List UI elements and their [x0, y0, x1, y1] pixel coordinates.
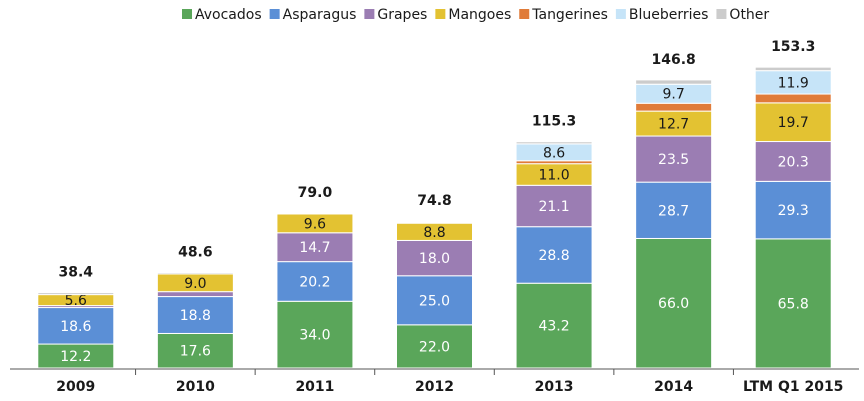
value-label: 12.7 — [658, 117, 689, 133]
value-label: 25.0 — [419, 293, 450, 309]
value-label: 8.8 — [423, 225, 445, 241]
legend-swatch — [716, 9, 727, 19]
value-label: 8.6 — [543, 145, 565, 161]
bar-segment — [635, 237, 713, 369]
total-label: 153.3 — [771, 39, 815, 55]
legend-swatch — [269, 9, 280, 19]
value-label: 20.2 — [299, 274, 330, 290]
bar-segment — [635, 181, 713, 239]
bar-segment — [754, 102, 832, 143]
bar-segment — [276, 261, 354, 302]
bar-segment — [276, 212, 354, 215]
bar-segment — [156, 296, 234, 334]
bar-segment — [515, 184, 593, 228]
bar-segment — [396, 275, 473, 326]
bar-segment — [156, 332, 234, 369]
bar-segment — [635, 79, 713, 85]
bar-segment — [396, 324, 473, 369]
value-label: 5.6 — [65, 293, 87, 309]
bar-segment — [754, 238, 832, 369]
value-label: 20.3 — [778, 154, 809, 170]
legend-label: Mangoes — [448, 7, 511, 23]
value-label: 34.0 — [299, 328, 330, 344]
total-label: 146.8 — [651, 52, 695, 68]
value-label: 11.9 — [778, 75, 809, 91]
x-tick-label: 2014 — [654, 379, 693, 395]
x-tick-label: 2010 — [176, 379, 215, 395]
value-label: 9.0 — [184, 276, 206, 292]
bar-segment — [276, 300, 354, 369]
value-label: 66.0 — [658, 296, 689, 312]
x-tick-label: LTM Q1 2015 — [743, 379, 843, 395]
value-label: 28.8 — [538, 248, 569, 264]
legend-swatch — [364, 9, 375, 19]
value-label: 21.1 — [538, 199, 569, 215]
bar-segment — [515, 141, 593, 145]
x-tick-label: 2012 — [415, 379, 454, 395]
value-label: 18.8 — [180, 308, 211, 324]
total-label: 79.0 — [298, 185, 333, 201]
legend-label: Blueberries — [629, 7, 709, 23]
bar-segment — [37, 307, 115, 345]
value-label: 18.0 — [419, 251, 450, 267]
value-label: 23.5 — [658, 152, 689, 168]
total-label: 74.8 — [417, 193, 452, 209]
bar-segment — [754, 93, 832, 104]
bar-segment — [754, 66, 832, 72]
legend-swatch — [435, 9, 446, 19]
x-tick-label: 2013 — [535, 379, 574, 395]
x-tick-label: 2011 — [295, 379, 334, 395]
legend-swatch — [519, 9, 530, 19]
value-label: 28.7 — [658, 203, 689, 219]
bar-segment — [156, 291, 234, 298]
bar-segment — [515, 226, 593, 284]
x-tick-label: 2009 — [56, 379, 95, 395]
total-label: 48.6 — [178, 245, 213, 261]
bar-segment — [276, 232, 354, 263]
bar-segment — [635, 102, 713, 112]
legend-label: Grapes — [377, 7, 427, 23]
value-label: 9.7 — [663, 87, 685, 103]
total-label: 38.4 — [59, 265, 94, 281]
value-label: 9.6 — [304, 216, 326, 232]
value-label: 14.7 — [299, 240, 330, 256]
legend-label: Tangerines — [531, 7, 608, 23]
bar-segment — [156, 272, 234, 275]
value-label: 29.3 — [778, 203, 809, 219]
value-label: 11.0 — [538, 167, 569, 183]
value-label: 22.0 — [419, 339, 450, 355]
bar-segment — [396, 220, 473, 223]
value-label: 19.7 — [778, 115, 809, 131]
total-label: 115.3 — [532, 114, 576, 130]
value-label: 17.6 — [180, 344, 211, 360]
value-label: 18.6 — [60, 319, 91, 335]
bar-segment — [37, 292, 115, 296]
legend-swatch — [615, 9, 626, 19]
legend-label: Avocados — [195, 7, 262, 23]
bar-segment — [396, 239, 473, 277]
legend-label: Asparagus — [283, 7, 357, 23]
bar-segment — [754, 141, 832, 182]
bar-segment — [515, 282, 593, 369]
bar-segment — [754, 180, 832, 240]
legend-label: Other — [729, 7, 769, 23]
value-label: 12.2 — [60, 349, 91, 365]
value-label: 43.2 — [538, 319, 569, 335]
bar-segment — [635, 110, 713, 137]
value-label: 65.8 — [778, 296, 809, 312]
legend-swatch — [182, 9, 192, 19]
